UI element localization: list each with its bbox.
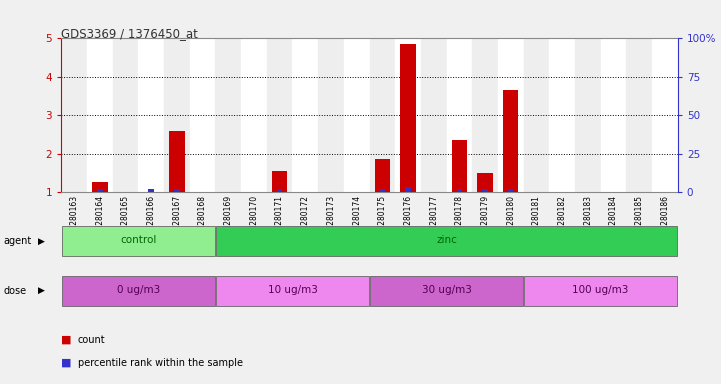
Bar <box>549 38 575 192</box>
Bar <box>92 182 107 192</box>
Bar <box>375 159 390 192</box>
Bar <box>446 38 472 192</box>
Bar <box>503 90 518 192</box>
Bar <box>267 38 293 192</box>
Bar <box>241 38 267 192</box>
Text: 0 ug/m3: 0 ug/m3 <box>117 285 160 295</box>
Bar <box>456 189 462 192</box>
Text: agent: agent <box>4 236 32 246</box>
Bar <box>421 38 446 192</box>
Bar <box>400 44 416 192</box>
Text: 10 ug/m3: 10 ug/m3 <box>267 285 317 295</box>
Bar <box>575 38 601 192</box>
Bar <box>138 38 164 192</box>
Text: control: control <box>120 235 156 245</box>
Bar <box>190 38 216 192</box>
Bar <box>395 38 421 192</box>
Bar <box>498 38 523 192</box>
Bar <box>405 187 411 192</box>
Bar <box>601 38 627 192</box>
Bar <box>477 173 493 192</box>
Bar <box>380 189 385 192</box>
Bar <box>508 189 513 192</box>
Text: dose: dose <box>4 286 27 296</box>
Text: ■: ■ <box>61 358 72 368</box>
Bar <box>344 38 370 192</box>
Text: count: count <box>78 335 105 345</box>
Bar <box>216 38 241 192</box>
Bar <box>169 131 185 192</box>
Bar <box>87 38 112 192</box>
Bar <box>370 38 395 192</box>
Text: GDS3369 / 1376450_at: GDS3369 / 1376450_at <box>61 27 198 40</box>
Bar <box>272 171 288 192</box>
Bar <box>277 189 283 192</box>
Bar <box>627 38 652 192</box>
Bar <box>62 276 215 306</box>
Bar <box>524 276 677 306</box>
Bar <box>112 38 138 192</box>
Bar <box>293 38 318 192</box>
Bar <box>216 226 677 256</box>
Bar <box>472 38 498 192</box>
Bar <box>523 38 549 192</box>
Bar <box>371 276 523 306</box>
Text: percentile rank within the sample: percentile rank within the sample <box>78 358 243 368</box>
Bar <box>149 189 154 192</box>
Bar <box>482 189 488 192</box>
Text: 30 ug/m3: 30 ug/m3 <box>422 285 472 295</box>
Text: ▶: ▶ <box>37 237 45 245</box>
Bar <box>61 38 87 192</box>
Bar <box>451 140 467 192</box>
Bar <box>216 276 368 306</box>
Bar <box>164 38 190 192</box>
Bar <box>62 226 215 256</box>
Bar <box>318 38 344 192</box>
Bar <box>97 189 102 192</box>
Text: zinc: zinc <box>436 235 457 245</box>
Text: ▶: ▶ <box>37 286 45 295</box>
Text: 100 ug/m3: 100 ug/m3 <box>572 285 629 295</box>
Bar <box>652 38 678 192</box>
Text: ■: ■ <box>61 335 72 345</box>
Bar <box>174 189 180 192</box>
